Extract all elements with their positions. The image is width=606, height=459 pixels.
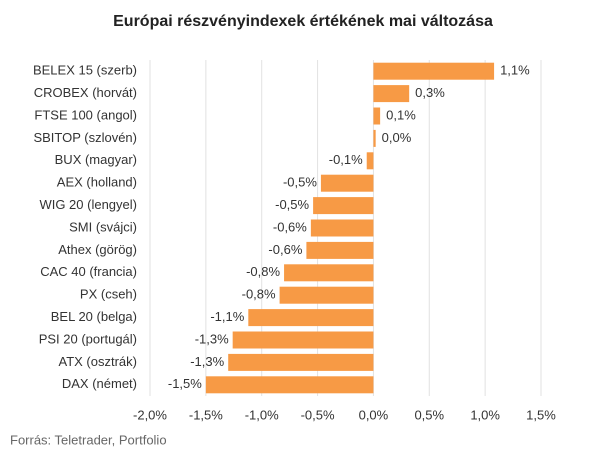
value-label: -0,5%: [283, 175, 317, 190]
category-label: ATX (osztrák): [59, 354, 138, 369]
bar: [232, 331, 374, 349]
category-label: SBITOP (szlovén): [33, 130, 137, 145]
category-label: PSI 20 (portugál): [39, 331, 137, 346]
value-label: -0,8%: [242, 287, 276, 302]
category-label: PX (cseh): [80, 287, 137, 302]
bar: [373, 129, 376, 147]
bar: [373, 62, 495, 80]
value-label: 1,1%: [500, 63, 530, 78]
value-label: -0,1%: [329, 152, 363, 167]
bar: [228, 353, 374, 371]
category-label: CROBEX (horvát): [34, 85, 137, 100]
bar: [373, 85, 410, 103]
bar: [279, 286, 374, 304]
bar: [306, 241, 374, 259]
bar: [310, 219, 374, 237]
bar: [205, 376, 374, 394]
category-label: SMI (svájci): [69, 219, 137, 234]
chart-title: Európai részvényindexek értékének mai vá…: [113, 13, 493, 30]
bar: [366, 152, 374, 170]
bar: [248, 309, 374, 327]
value-label: -1,1%: [210, 309, 244, 324]
x-tick-label: -2,0%: [133, 407, 167, 422]
source-note: Forrás: Teletrader, Portfolio: [10, 432, 167, 447]
x-tick-label: -0,5%: [301, 407, 335, 422]
category-label: WIG 20 (lengyel): [39, 197, 137, 212]
category-label: BELEX 15 (szerb): [33, 63, 137, 78]
value-label: 0,1%: [386, 107, 416, 122]
x-tick-label: 0,0%: [359, 407, 389, 422]
value-label: -1,5%: [168, 376, 202, 391]
value-label: 0,3%: [415, 85, 445, 100]
category-label: Athex (görög): [58, 242, 137, 257]
value-label: -0,6%: [273, 219, 307, 234]
value-label: -1,3%: [190, 354, 224, 369]
value-label: -0,6%: [268, 242, 302, 257]
category-label: AEX (holland): [57, 175, 137, 190]
category-label: DAX (német): [62, 376, 137, 391]
bar: [284, 264, 374, 282]
value-label: -0,8%: [246, 264, 280, 279]
x-tick-label: -1,0%: [245, 407, 279, 422]
bar: [373, 107, 381, 125]
bar: [313, 197, 374, 215]
category-label: BUX (magyar): [55, 152, 137, 167]
x-tick-label: -1,5%: [189, 407, 223, 422]
category-label: FTSE 100 (angol): [34, 107, 137, 122]
value-label: -1,3%: [195, 331, 229, 346]
value-label: 0,0%: [382, 130, 412, 145]
x-tick-label: 0,5%: [414, 407, 444, 422]
value-label: -0,5%: [275, 197, 309, 212]
x-tick-label: 1,5%: [526, 407, 556, 422]
category-label: BEL 20 (belga): [51, 309, 137, 324]
x-tick-label: 1,0%: [470, 407, 500, 422]
bar: [320, 174, 374, 192]
category-label: CAC 40 (francia): [40, 264, 137, 279]
